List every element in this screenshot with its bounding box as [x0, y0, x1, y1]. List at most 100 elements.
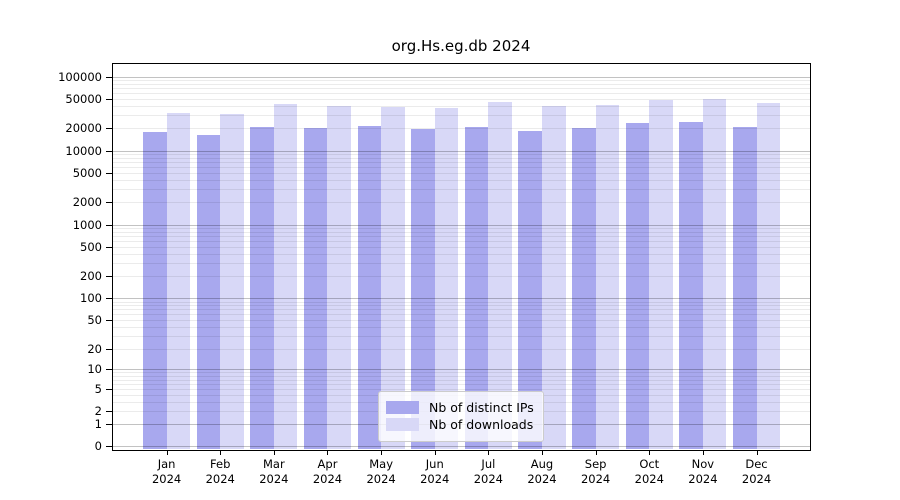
- gridline-minor: [113, 301, 810, 303]
- bar-distinct-ips-9: [625, 122, 650, 450]
- y-tick-mark: [106, 424, 112, 426]
- gridline-minor: [113, 180, 810, 182]
- bar-downloads-5: [434, 108, 459, 450]
- y-tick-mark: [106, 276, 112, 278]
- y-tick-mark: [106, 150, 112, 152]
- gridline-minor: [113, 253, 810, 255]
- gridline-minor: [113, 379, 810, 381]
- gridline-major: [113, 224, 810, 226]
- legend-label-distinct-ips: Nb of distinct IPs: [429, 400, 534, 415]
- gridline-minor: [113, 375, 810, 377]
- x-tick-mark: [756, 450, 758, 455]
- y-tick-mark: [106, 348, 112, 350]
- gridline-major: [113, 298, 810, 300]
- gridline-minor: [113, 172, 810, 174]
- x-tick-label: Nov 2024: [688, 456, 718, 486]
- bar-distinct-ips-7: [518, 131, 542, 450]
- y-tick-label: 10: [87, 362, 102, 377]
- gridline-minor: [113, 348, 810, 350]
- gridline-minor: [113, 388, 810, 390]
- y-tick-mark: [106, 411, 112, 413]
- y-tick-mark: [106, 172, 112, 174]
- legend-item-distinct-ips: Nb of distinct IPs: [386, 400, 534, 415]
- x-tick-label: Mar 2024: [259, 456, 289, 486]
- bar-downloads-4: [381, 107, 405, 450]
- y-tick-mark: [106, 298, 112, 300]
- gridline-minor: [113, 246, 810, 248]
- gridline-minor: [113, 154, 810, 156]
- y-tick-mark: [106, 128, 112, 130]
- bar-downloads-0: [166, 113, 191, 450]
- gridline-minor: [113, 83, 810, 85]
- chart-title: org.Hs.eg.db 2024: [391, 37, 531, 55]
- bar-downloads-8: [595, 105, 620, 450]
- y-tick-label: 20000: [65, 121, 102, 136]
- x-tick-label: Jun 2024: [420, 456, 450, 486]
- bar-downloads-9: [649, 100, 673, 450]
- gridline-minor: [113, 202, 810, 204]
- bar-distinct-ips-6: [464, 126, 489, 450]
- x-tick-mark: [595, 450, 597, 455]
- x-tick-label: Apr 2024: [312, 456, 343, 486]
- y-tick-label: 0: [94, 439, 102, 454]
- y-tick-label: 200: [80, 269, 102, 284]
- gridline-minor: [113, 336, 810, 338]
- y-tick-mark: [106, 99, 112, 101]
- bar-downloads-10: [702, 99, 727, 450]
- y-tick-label: 10000: [65, 143, 102, 158]
- gridline-minor: [113, 128, 810, 130]
- gridline-major: [113, 446, 810, 448]
- gridline-major: [113, 150, 810, 152]
- gridline-minor: [113, 314, 810, 316]
- bar-distinct-ips-0: [143, 131, 167, 450]
- x-tick-label: Sep 2024: [580, 456, 611, 486]
- y-tick-label: 2: [94, 404, 102, 419]
- gridline-minor: [113, 157, 810, 159]
- gridline-minor: [113, 93, 810, 95]
- bar-distinct-ips-10: [679, 121, 703, 450]
- x-tick-label: Jul 2024: [473, 456, 504, 486]
- y-tick-label: 500: [80, 239, 102, 254]
- gridline-minor: [113, 236, 810, 237]
- gridline-minor: [113, 276, 810, 278]
- y-tick-label: 2000: [72, 195, 102, 210]
- y-tick-label: 50: [87, 313, 102, 328]
- gridline-minor: [113, 320, 810, 322]
- gridline-major: [113, 369, 810, 371]
- x-tick-label: Feb 2024: [205, 456, 235, 486]
- gridline-minor: [113, 305, 810, 307]
- y-tick-label: 1000: [72, 217, 102, 232]
- gridline-minor: [113, 99, 810, 101]
- y-tick-mark: [106, 202, 112, 204]
- gridline-minor: [113, 309, 810, 311]
- bar-distinct-ips-5: [411, 129, 435, 450]
- gridline-minor: [113, 189, 810, 191]
- y-tick-mark: [106, 388, 112, 390]
- x-tick-label: Oct 2024: [634, 456, 664, 486]
- legend: Nb of distinct IPs Nb of downloads: [378, 391, 544, 442]
- x-tick-mark: [273, 450, 275, 455]
- gridline-minor: [113, 80, 810, 82]
- bar-distinct-ips-8: [572, 127, 596, 450]
- gridline-minor: [113, 240, 810, 242]
- gridline-minor: [113, 263, 810, 265]
- x-tick-label: Jan 2024: [151, 456, 182, 486]
- x-tick-mark: [381, 450, 383, 455]
- y-tick-label: 20: [87, 341, 102, 356]
- gridline-minor: [113, 162, 810, 164]
- x-tick-label: Dec 2024: [741, 456, 772, 486]
- x-tick-mark: [649, 450, 651, 455]
- y-tick-mark: [106, 224, 112, 226]
- gridline-minor: [113, 327, 810, 329]
- gridline-minor: [113, 227, 810, 229]
- gridline-minor: [113, 106, 810, 108]
- bar-distinct-ips-3: [303, 127, 328, 450]
- x-tick-label: Aug 2024: [527, 456, 557, 486]
- x-tick-mark: [702, 450, 704, 455]
- legend-swatch-downloads: [386, 418, 419, 431]
- y-tick-mark: [106, 320, 112, 322]
- x-tick-mark: [220, 450, 222, 455]
